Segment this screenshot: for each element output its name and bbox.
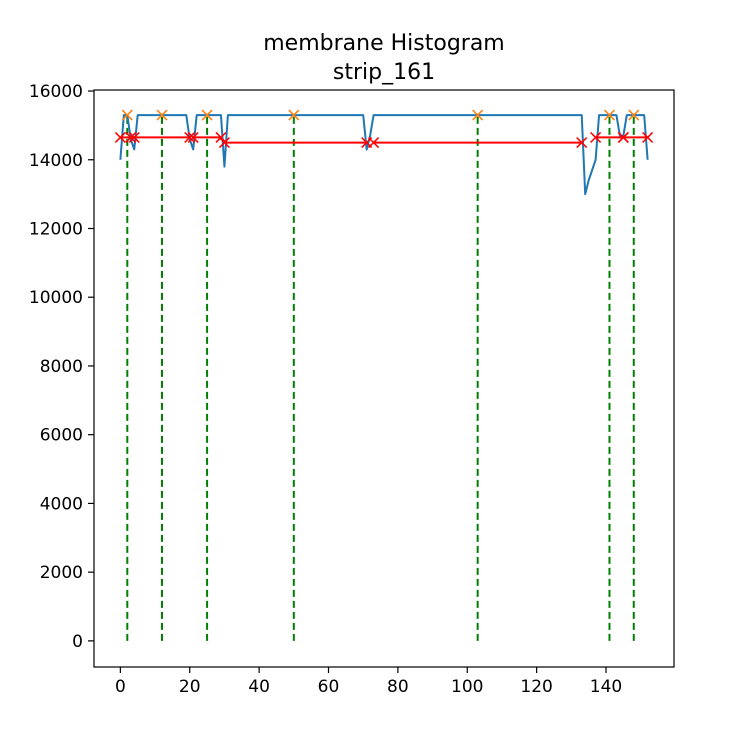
peak-marker-5	[603, 109, 616, 121]
chart-title: membrane Histogram	[263, 31, 504, 56]
width-marker-start-3-stroke-b	[218, 137, 230, 149]
x-tick-label-0: 0	[115, 677, 126, 697]
x-tick-label-3: 60	[318, 677, 340, 697]
plot-area	[114, 109, 654, 641]
width-marker-start-0-stroke-b	[114, 131, 126, 143]
y-tick-label-0: 0	[72, 632, 83, 652]
width-marker-start-4-stroke-b	[368, 137, 380, 149]
width-marker-end-4-stroke-b	[576, 137, 588, 149]
peak-marker-6	[628, 109, 640, 121]
peak-marker-1	[156, 109, 168, 121]
peak-marker-4	[472, 109, 484, 121]
y-tick-label-2: 4000	[40, 494, 83, 514]
width-marker-start-0	[114, 131, 126, 143]
width-marker-start-3	[218, 137, 230, 149]
peak-marker-0-stroke-b	[121, 109, 133, 121]
peak-marker-0	[121, 109, 133, 121]
width-marker-end-6-stroke-b	[642, 131, 654, 143]
peak-marker-2-stroke-b	[201, 109, 213, 121]
peak-marker-2	[201, 109, 213, 121]
peak-marker-5-stroke-b	[603, 109, 616, 121]
width-marker-start-1-stroke-b	[125, 131, 137, 143]
y-tick-label-7: 14000	[29, 151, 83, 171]
x-tick-label-2: 40	[248, 677, 270, 697]
x-tick-label-4: 80	[387, 677, 409, 697]
width-marker-start-4	[368, 137, 380, 149]
width-marker-end-1-stroke-b	[184, 131, 196, 143]
y-tick-label-5: 10000	[29, 288, 83, 308]
peak-marker-4-stroke-b	[472, 109, 484, 121]
width-marker-start-6	[617, 131, 629, 143]
width-marker-start-2-stroke-b	[187, 131, 199, 143]
width-marker-end-1	[184, 131, 196, 143]
width-marker-end-2	[215, 131, 227, 143]
y-tick-label-3: 6000	[40, 426, 83, 446]
x-tick-label-5: 100	[451, 677, 483, 697]
width-marker-end-2-stroke-b	[215, 131, 227, 143]
chart-subtitle: strip_161	[333, 60, 435, 85]
y-tick-label-1: 2000	[40, 563, 83, 583]
x-tick-label-1: 20	[179, 677, 201, 697]
y-tick-label-6: 12000	[29, 219, 83, 239]
plot-frame	[93, 89, 675, 668]
width-marker-end-6	[642, 131, 654, 143]
x-tick-label-7: 140	[590, 677, 622, 697]
width-marker-start-1	[125, 131, 137, 143]
peak-marker-6-stroke-b	[628, 109, 640, 121]
peak-marker-3-stroke-b	[288, 109, 300, 121]
y-tick-label-4: 8000	[40, 357, 83, 377]
x-tick-label-6: 120	[520, 677, 552, 697]
width-marker-start-5-stroke-b	[590, 131, 602, 143]
width-marker-start-5	[590, 131, 602, 143]
axes: 0 20 40 60 80 100 120 140 0 2000 4000 6000 8000 10000…	[29, 82, 675, 697]
width-marker-start-2	[187, 131, 199, 143]
y-tick-label-8: 16000	[29, 82, 83, 102]
width-marker-start-6-stroke-b	[617, 131, 629, 143]
width-marker-end-4	[576, 137, 588, 149]
peak-marker-1-stroke-b	[156, 109, 168, 121]
peak-marker-3	[288, 109, 300, 121]
histogram-line	[119, 114, 649, 196]
